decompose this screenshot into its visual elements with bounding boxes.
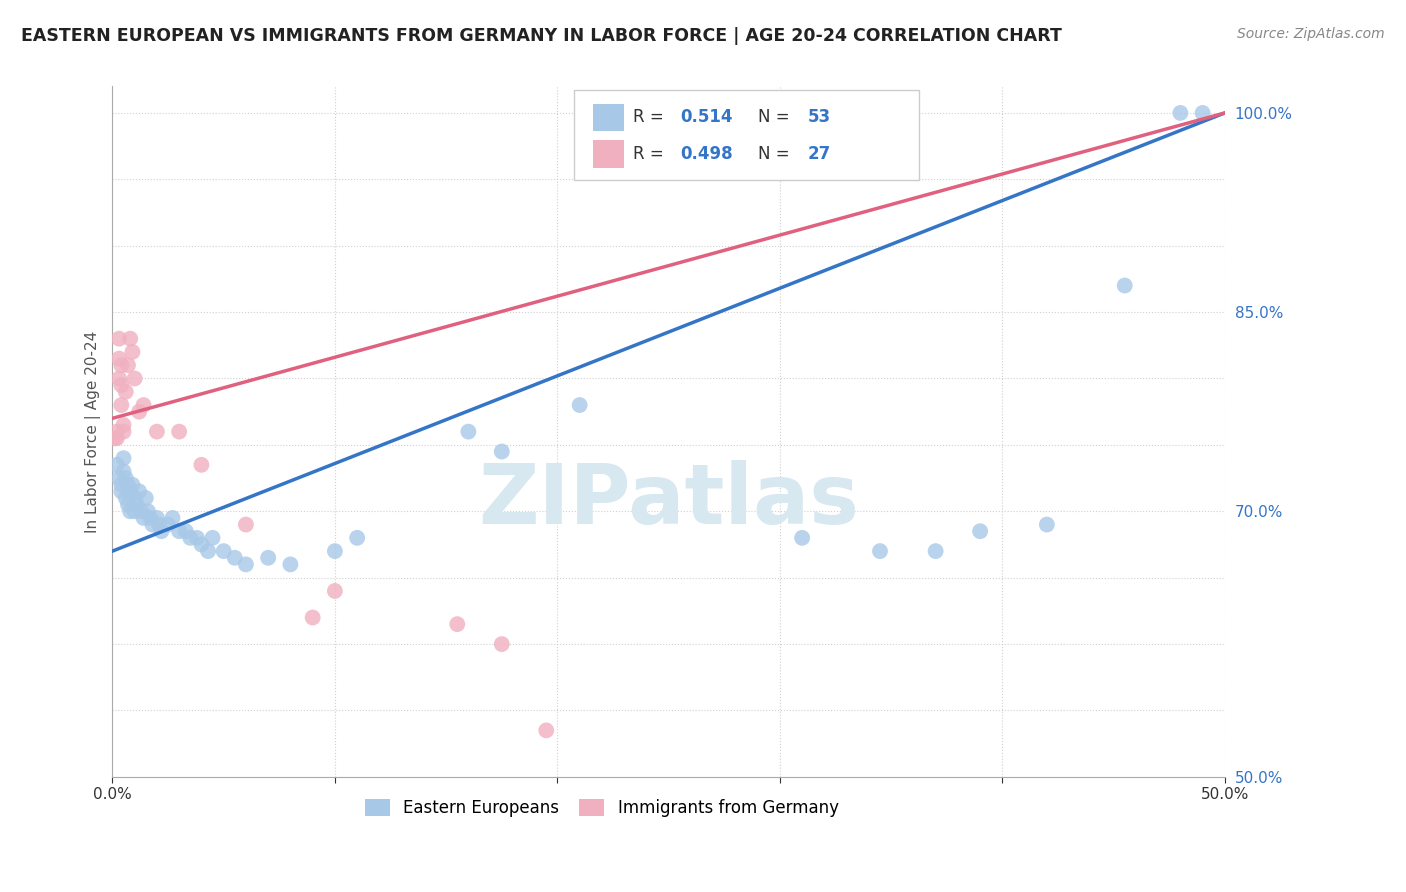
Point [117,498,139,512]
Point [186,531,208,545]
Point [105,431,128,445]
Point [235,558,257,572]
Point [124,371,146,385]
Point [112,425,135,439]
Point [146,425,169,439]
Point [235,517,257,532]
Y-axis label: In Labor Force | Age 20-24: In Labor Force | Age 20-24 [86,331,101,533]
Point [150,524,173,539]
FancyBboxPatch shape [574,90,920,179]
Point [110,484,132,499]
Point [190,458,212,472]
Point [568,398,591,412]
Point [105,425,128,439]
Point [167,524,190,539]
Point [491,637,513,651]
Text: 53: 53 [807,109,831,127]
Point [120,484,142,499]
Point [112,465,135,479]
Point [108,371,131,385]
Point [869,544,891,558]
Point [141,517,163,532]
Point [108,332,131,346]
Point [110,358,132,372]
Point [114,471,136,485]
Text: EASTERN EUROPEAN VS IMMIGRANTS FROM GERMANY IN LABOR FORCE | AGE 20-24 CORRELATI: EASTERN EUROPEAN VS IMMIGRANTS FROM GERM… [21,27,1062,45]
Point [146,511,169,525]
Point [131,504,153,518]
Point [224,550,246,565]
Point [536,723,558,738]
Point [110,378,132,392]
Point [792,531,814,545]
Point [121,345,143,359]
Point [162,511,184,525]
Point [128,484,150,499]
Point [112,451,135,466]
Text: R =: R = [633,109,669,127]
Point [197,544,219,558]
Point [457,425,479,439]
Text: 27: 27 [807,145,831,163]
Point [174,524,197,539]
Text: Source: ZipAtlas.com: Source: ZipAtlas.com [1237,27,1385,41]
Point [124,491,146,505]
Point [1036,517,1059,532]
Point [120,332,142,346]
Point [124,504,146,518]
Point [105,458,128,472]
Point [139,511,162,525]
Point [128,405,150,419]
Point [104,431,127,445]
Point [121,477,143,491]
Point [167,425,190,439]
Point [114,384,136,399]
Point [114,491,136,505]
Point [257,550,280,565]
Text: ZIPatlas: ZIPatlas [478,460,859,541]
Point [148,517,170,532]
Text: N =: N = [758,145,794,163]
Point [108,351,131,366]
Bar [593,140,624,168]
Text: 0.514: 0.514 [679,109,733,127]
Point [301,610,323,624]
Point [110,477,132,491]
Point [108,471,131,485]
Point [135,491,157,505]
Point [132,511,155,525]
Point [346,531,368,545]
Text: N =: N = [758,109,794,127]
Point [136,504,159,518]
Point [491,444,513,458]
Point [212,544,235,558]
Point [323,584,346,599]
Point [110,398,132,412]
Point [201,531,224,545]
Point [157,517,180,532]
Point [446,617,468,632]
Point [117,358,139,372]
Point [323,544,346,558]
Point [120,504,142,518]
Point [117,477,139,491]
Point [924,544,946,558]
Bar [593,103,624,131]
Point [1114,278,1136,293]
Text: 0.498: 0.498 [679,145,733,163]
Point [280,558,302,572]
Text: R =: R = [633,145,669,163]
Point [190,537,212,551]
Point [1170,106,1192,120]
Point [112,417,135,432]
Point [132,398,155,412]
Point [1191,106,1213,120]
Point [179,531,201,545]
Legend: Eastern Europeans, Immigrants from Germany: Eastern Europeans, Immigrants from Germa… [359,792,845,824]
Point [969,524,991,539]
Point [125,498,148,512]
